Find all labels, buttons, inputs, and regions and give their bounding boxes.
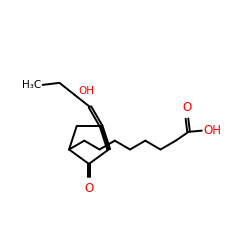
Text: OH: OH — [203, 124, 221, 137]
Text: O: O — [84, 182, 94, 194]
Text: OH: OH — [78, 86, 94, 96]
Text: H₃C: H₃C — [22, 80, 41, 90]
Text: O: O — [182, 101, 192, 114]
